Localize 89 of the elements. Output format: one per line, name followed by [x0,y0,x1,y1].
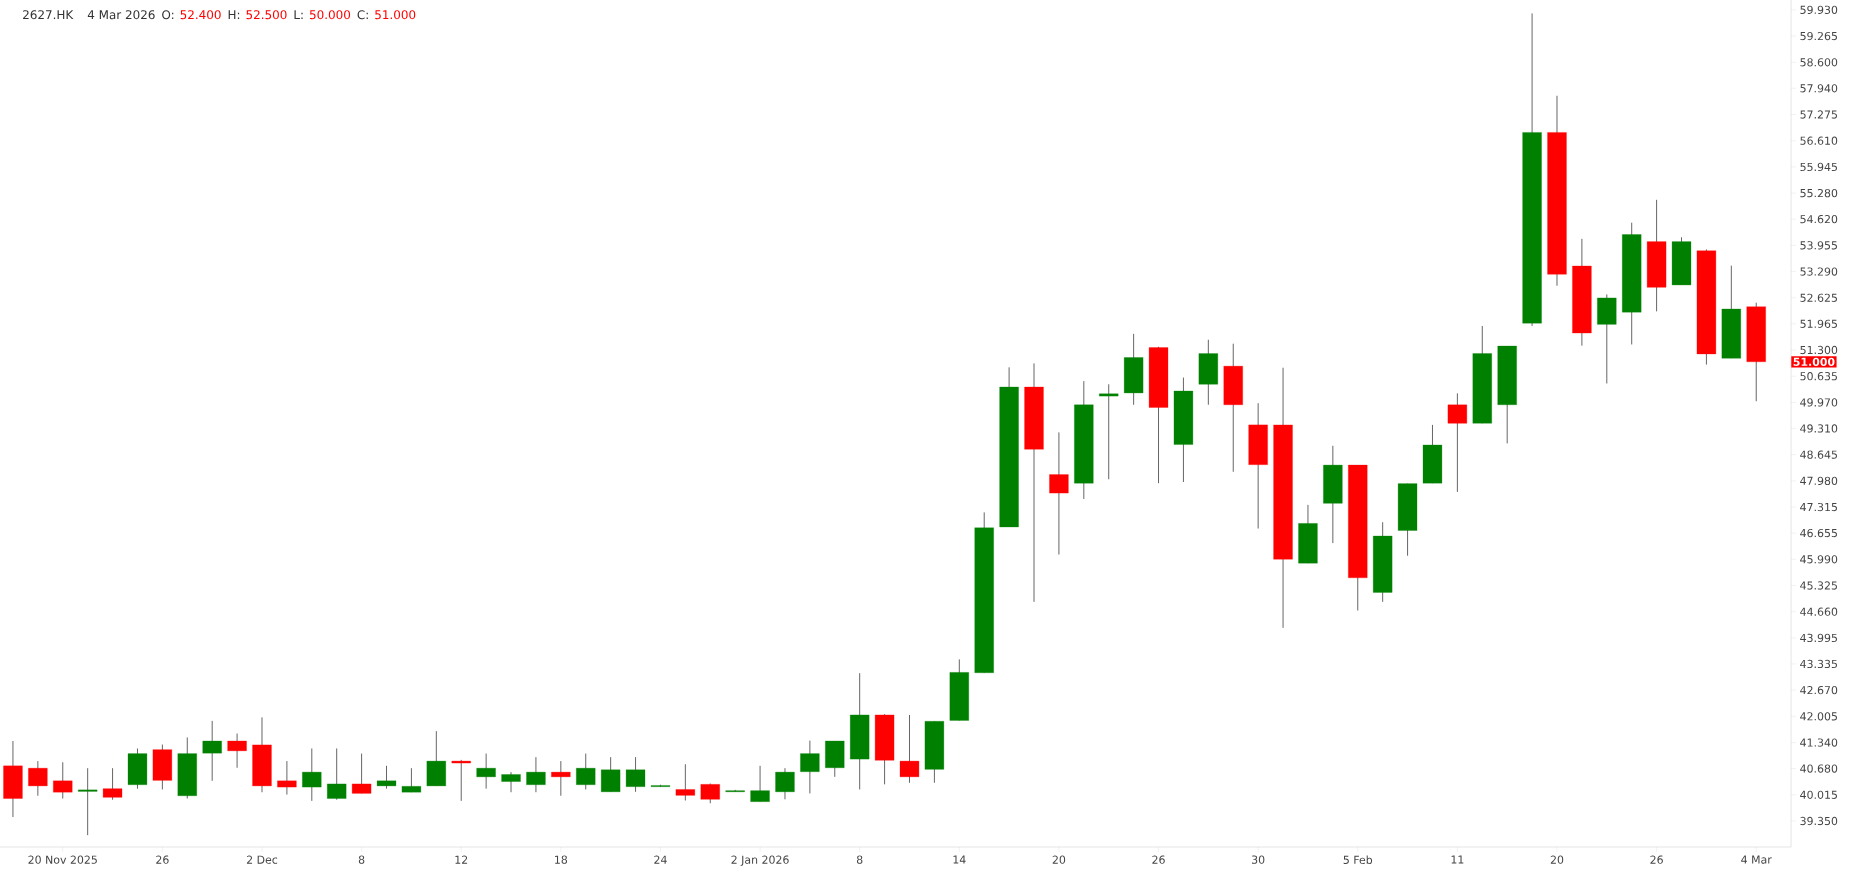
y-tick-label: 58.600 [1800,58,1838,67]
y-tick-label: 43.335 [1800,659,1837,669]
x-tick-label: 26 [1152,855,1165,864]
candlestick [78,767,98,836]
x-tick-label: 26 [156,855,169,864]
y-tick-label: 41.340 [1800,738,1838,747]
text: 51.000 [1793,357,1835,366]
candlestick [1099,383,1119,480]
x-tick-label: 2 Jan 2026 [731,855,789,866]
candlestick [302,747,322,802]
y-tick-label: 57.940 [1800,84,1838,93]
y-tick-label: 40.680 [1800,764,1838,773]
y-tick-label: 55.280 [1800,188,1838,198]
x-tick-label: 20 [1550,855,1564,864]
candlestick [451,759,471,802]
x-tick-label: 24 [654,855,667,864]
y-tick-label: 40.015 [1800,790,1837,799]
text: 4 Mar 2026 [87,10,155,20]
y-tick-label: 43.995 [1800,633,1837,643]
x-tick-label: 20 [1052,855,1066,864]
candlestick [227,732,247,769]
annotation: H: [228,10,240,20]
candlestick [102,767,123,801]
y-tick-label: 52.625 [1800,293,1837,302]
candlestick [576,753,596,790]
candlestick [277,760,297,796]
x-tick-label: 12 [455,855,468,864]
x-tick-label: 11 [1451,855,1464,864]
y-tick-label: 42.670 [1800,686,1838,695]
candlestick [376,765,397,790]
annotation: C: [357,10,368,20]
y-tick-label: 46.655 [1800,528,1837,538]
candlestick [476,753,496,790]
y-tick-label: 55.945 [1800,162,1837,172]
y-tick-label: 51.965 [1800,319,1837,328]
candlestick [775,767,795,800]
x-tick-label: 4 Mar [1741,855,1772,864]
y-tick-label: 59.265 [1800,31,1837,41]
candlestick [625,756,646,793]
y-tick-label: 59.930 [1800,5,1838,14]
y-tick-label: 49.970 [1800,398,1838,407]
y-tick-label: 45.325 [1800,581,1837,590]
candlestick [28,760,48,797]
x-tick-label: 8 [358,855,365,864]
candlestick [526,756,546,793]
y-tick-label: 42.005 [1800,712,1837,721]
x-tick-label: 18 [555,855,568,864]
y-tick-label: 48.645 [1800,450,1837,459]
candlestick [750,765,770,803]
y-tick-label: 44.660 [1800,607,1838,616]
y-tick-label: 51.300 [1800,345,1838,355]
annotation: O: [162,10,174,20]
x-tick-label: 8 [856,855,863,864]
x-tick-label: 14 [953,855,966,864]
y-tick-label: 53.290 [1800,267,1838,276]
annotation: 52.400 [180,10,221,20]
y-tick-label: 50.635 [1800,372,1837,381]
candlestick [1447,392,1467,493]
y-tick-label: 57.275 [1800,110,1837,119]
candlestick [1049,431,1069,556]
annotation: 50.000 [309,10,351,20]
candlestick [899,714,920,784]
y-tick-label: 54.620 [1800,215,1838,224]
annotation: L: [294,10,303,20]
candlestick [401,767,422,793]
y-tick-label: 47.980 [1800,476,1838,485]
x-tick-label: 20 Nov 2025 [28,855,97,864]
candlestick [202,720,222,782]
x-tick-label: 30 [1252,855,1265,864]
x-tick-label: 2 Dec [246,855,278,864]
y-tick-label: 39.350 [1800,816,1838,826]
candlestick [327,747,347,801]
y-tick-label: 45.990 [1800,555,1838,564]
text: 2627.HK [23,10,74,20]
x-tick-label: 5 Feb [1343,855,1373,864]
y-tick-label: 53.955 [1800,241,1837,250]
candlestick [53,761,73,800]
candlestick [551,760,571,797]
y-tick-label: 56.610 [1800,136,1838,145]
annotation: 51.000 [375,10,416,20]
candlestick [675,763,695,801]
x-tick-label: 26 [1650,855,1663,864]
y-tick-label: 49.310 [1800,424,1838,433]
candlestick [800,740,820,794]
annotation: 52.500 [246,10,287,20]
candlestick [601,756,621,793]
candlestick [351,753,372,794]
candlestick [501,771,521,793]
y-tick-label: 47.315 [1800,502,1837,512]
